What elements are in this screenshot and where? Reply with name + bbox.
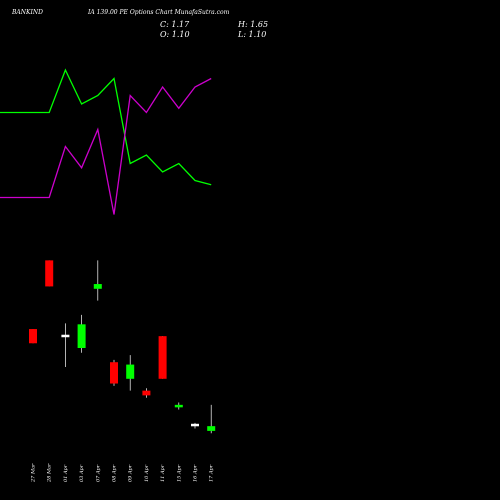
date-label: 16 Apr	[193, 464, 199, 482]
date-label: 03 Apr	[79, 464, 85, 482]
candle	[110, 359, 118, 386]
candle-body	[126, 364, 135, 379]
candle	[29, 329, 37, 344]
indicator-lines	[0, 68, 212, 215]
date-label: 08 Apr	[112, 464, 118, 482]
date-label: 01 Apr	[63, 464, 69, 482]
low-value: L: 1.10	[237, 30, 266, 39]
candle	[207, 404, 216, 434]
date-label: 07 Apr	[95, 464, 101, 482]
candle-body	[158, 336, 167, 379]
candle	[77, 314, 86, 353]
date-label: 10 Apr	[144, 464, 150, 482]
candle-body	[142, 390, 151, 396]
candle-body	[61, 334, 70, 338]
candle-body	[207, 426, 216, 431]
high-value: H: 1.65	[237, 20, 268, 29]
date-label: 11 Apr	[160, 464, 166, 482]
date-label: 15 Apr	[176, 464, 182, 482]
indicator-line-2	[0, 77, 212, 215]
candle-body	[77, 324, 86, 348]
candlesticks	[29, 260, 216, 434]
close-value: C: 1.17	[160, 20, 190, 29]
candle-body	[110, 362, 118, 384]
candle	[158, 336, 167, 379]
date-labels: 27 Mar 28 Mar 01 Apr 03 Apr 07 Apr 08 Apr 09 A…	[31, 463, 215, 483]
candle	[174, 402, 183, 410]
candle	[61, 323, 70, 367]
date-label: 17 Apr	[209, 464, 215, 482]
date-label: 28 Mar	[47, 463, 53, 483]
candle	[45, 260, 54, 287]
candle	[142, 388, 151, 398]
symbol-text: BANKIND	[11, 9, 43, 16]
candle	[191, 422, 199, 429]
open-value: O: 1.10	[160, 30, 190, 39]
candle	[93, 260, 102, 301]
candle-body	[191, 423, 199, 427]
chart-title: IA 139.00 PE Options Chart MunafaSutra.c…	[87, 9, 230, 16]
date-label: 09 Apr	[128, 464, 134, 482]
candle-body	[29, 329, 37, 344]
candle-body	[93, 284, 102, 289]
candle-body	[174, 404, 183, 408]
candle-body	[45, 260, 54, 287]
candle	[126, 355, 135, 391]
indicator-line-1	[0, 68, 212, 186]
date-label: 27 Mar	[31, 463, 37, 483]
